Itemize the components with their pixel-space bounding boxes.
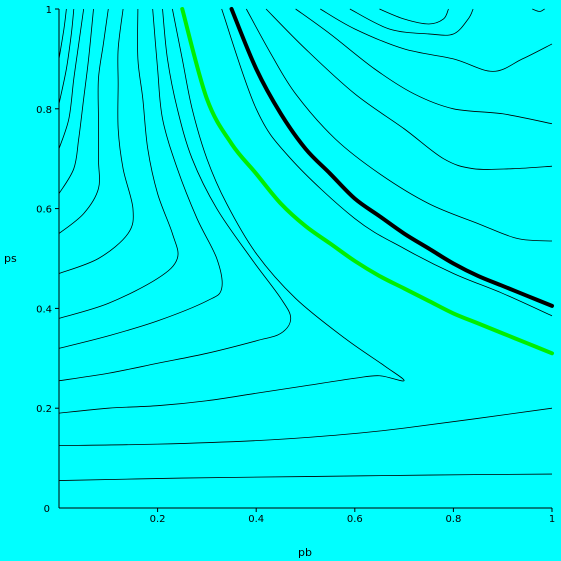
contour-line-9	[58, 8, 94, 194]
contour-line-3	[58, 8, 405, 414]
contour-line-12	[58, 8, 67, 59]
y-tick-label: 0.8	[36, 105, 52, 116]
highlight-curve-1	[229, 7, 554, 308]
contour-line-10	[58, 8, 85, 149]
axes: 0	[44, 9, 552, 515]
contour-line-15	[265, 8, 553, 170]
x-tick-label: 0.4	[248, 514, 264, 525]
contour-line-20	[532, 8, 545, 12]
contour-line-13	[221, 8, 553, 317]
x-tick-label: 1	[549, 514, 555, 525]
contour-line-14	[245, 8, 553, 242]
highlight-curve-2	[180, 7, 554, 356]
contour-line-8	[58, 8, 109, 234]
contour-line-18	[349, 8, 474, 36]
origin-label: 0	[44, 504, 50, 515]
x-tick-label: 0.6	[347, 514, 363, 525]
contour-line-6	[58, 8, 179, 319]
y-tick-label: 0.2	[36, 404, 52, 415]
y-axis-label: ps	[4, 252, 17, 265]
contour-line-11	[58, 8, 75, 104]
contour-line-7	[58, 8, 134, 274]
x-axis-label: pb	[298, 546, 312, 559]
contour-line-2	[58, 407, 553, 447]
y-tick-label: 0.4	[36, 304, 52, 315]
contour-line-17	[320, 8, 553, 72]
contour-line-1	[58, 473, 553, 481]
x-tick-label: 0.8	[445, 514, 461, 525]
tick-labels: 0.2 0.4 0.6 0.8 1 0.2 0.4 0.6 0.8 1	[36, 5, 555, 525]
y-tick-label: 1	[46, 5, 52, 16]
contour-line-16	[295, 8, 553, 125]
contour-lines	[58, 8, 553, 481]
contour-line-19	[379, 8, 449, 25]
highlight-curves	[180, 7, 554, 356]
x-tick-label: 0.2	[150, 514, 166, 525]
y-tick-label: 0.6	[36, 205, 52, 216]
contour-line-5	[58, 8, 223, 349]
contour-line-4	[58, 8, 292, 382]
